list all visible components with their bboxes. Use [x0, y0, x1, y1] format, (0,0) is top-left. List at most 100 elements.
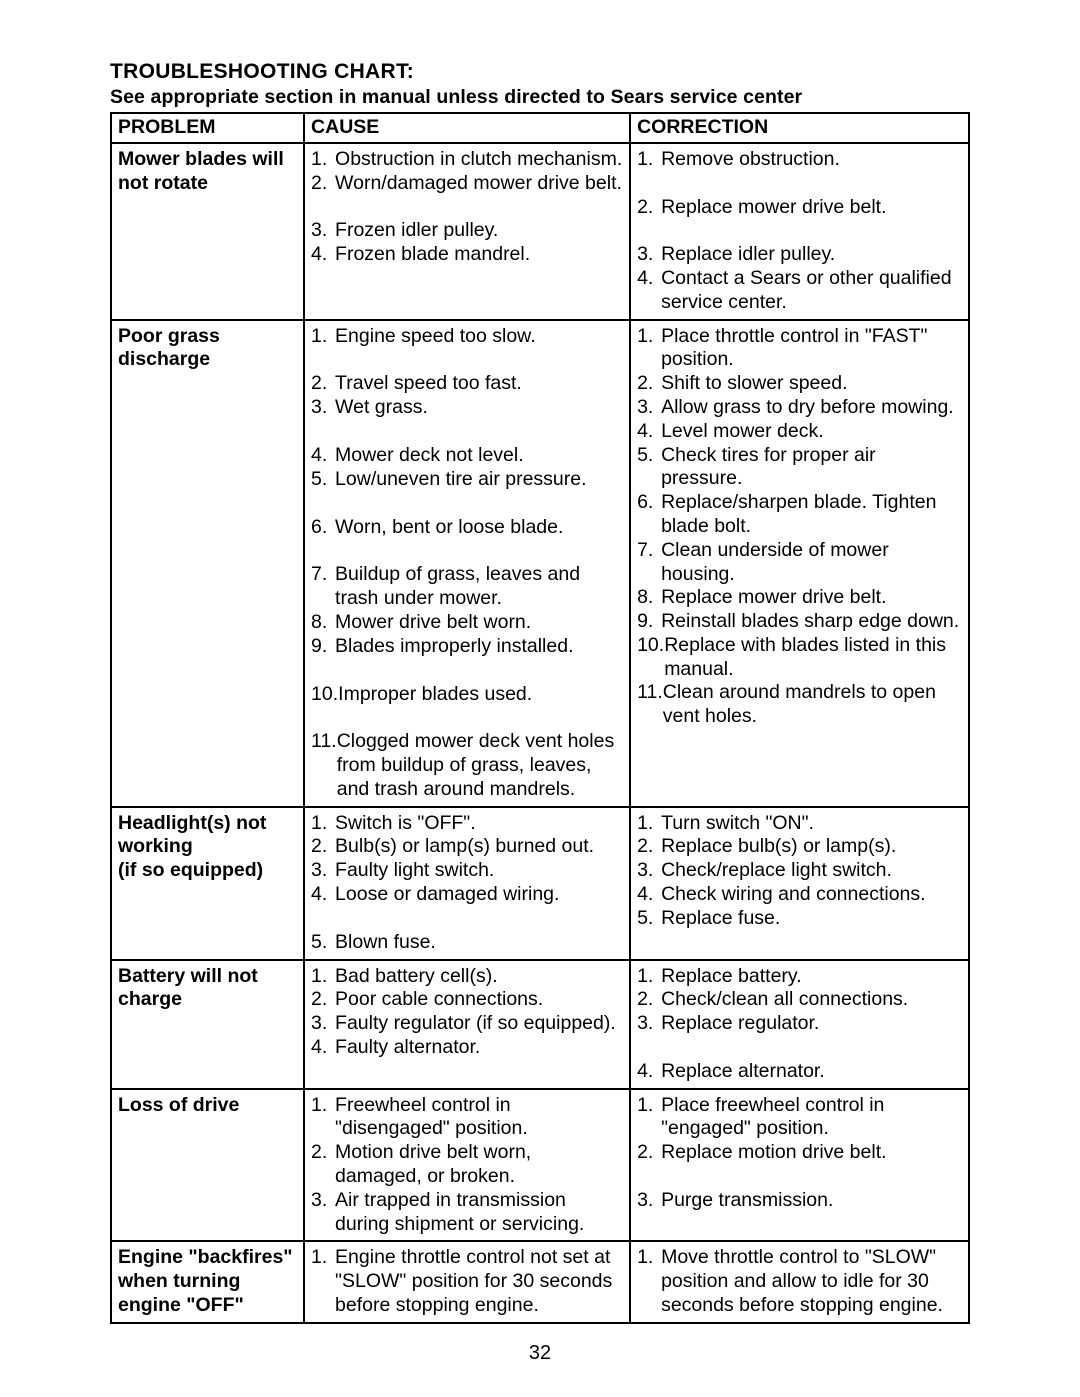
list-item-text: Replace mower drive belt. — [661, 586, 962, 610]
header-problem: PROBLEM — [111, 113, 304, 143]
cause-cell: 1.Switch is "OFF".2.Bulb(s) or lamp(s) b… — [304, 807, 630, 960]
list-item-text: Place freewheel control in "engaged" pos… — [661, 1094, 962, 1142]
list-spacer — [311, 195, 623, 219]
list-item-number: 10. — [311, 683, 338, 707]
problem-cell: Headlight(s) not working(if so equipped) — [111, 807, 304, 960]
list-spacer — [311, 420, 623, 444]
list-item-text: Bulb(s) or lamp(s) burned out. — [335, 835, 623, 859]
list-item-text: Replace battery. — [661, 965, 962, 989]
list-item-text: Obstruction in clutch mechanism. — [335, 148, 623, 172]
list-item: 3.Purge transmission. — [637, 1189, 962, 1213]
list-item-number: 2. — [311, 835, 335, 859]
list-item-text: Engine throttle control not set at "SLOW… — [335, 1246, 623, 1317]
list-item-text: Engine speed too slow. — [335, 325, 623, 349]
table-row: Loss of drive1.Freewheel control in "dis… — [111, 1089, 969, 1242]
list-item-number: 4. — [637, 267, 661, 291]
list-item-number: 3. — [637, 1189, 661, 1213]
list-item-number: 1. — [311, 325, 335, 349]
list-item: 3.Faulty light switch. — [311, 859, 623, 883]
list-item-number: 1. — [637, 148, 661, 172]
list-item-number: 10. — [637, 634, 664, 658]
list-item-text: Check/clean all connections. — [661, 988, 962, 1012]
cause-cell: 1.Engine speed too slow.2.Travel speed t… — [304, 320, 630, 807]
numbered-list: 1.Switch is "OFF".2.Bulb(s) or lamp(s) b… — [311, 812, 623, 955]
list-item: 1.Replace battery. — [637, 965, 962, 989]
list-item-number: 5. — [311, 468, 335, 492]
list-item: 11.Clogged mower deck vent holes from bu… — [311, 730, 623, 801]
list-item-text: Turn switch "ON". — [661, 812, 962, 836]
correction-cell: 1.Remove obstruction.2.Replace mower dri… — [630, 143, 969, 320]
list-item: 4.Check wiring and connections. — [637, 883, 962, 907]
list-item: 1.Bad battery cell(s). — [311, 965, 623, 989]
table-row: Battery will not charge1.Bad battery cel… — [111, 960, 969, 1089]
table-row: Headlight(s) not working(if so equipped)… — [111, 807, 969, 960]
list-item-number: 1. — [311, 1246, 335, 1270]
list-item-text: Clean underside of mower housing. — [661, 539, 962, 587]
correction-cell: 1.Turn switch "ON".2.Replace bulb(s) or … — [630, 807, 969, 960]
problem-cell: Mower blades will not rotate — [111, 143, 304, 320]
list-item-text: Shift to slower speed. — [661, 372, 962, 396]
list-item-text: Reinstall blades sharp edge down. — [661, 610, 962, 634]
page-title: TROUBLESHOOTING CHART: — [110, 60, 970, 84]
list-item-number: 6. — [637, 491, 661, 515]
list-item-number: 2. — [637, 196, 661, 220]
list-item-text: Worn, bent or loose blade. — [335, 516, 623, 540]
list-item-number: 3. — [311, 219, 335, 243]
list-item-text: Replace with blades listed in this manua… — [664, 634, 962, 682]
list-item-text: Replace/sharpen blade. Tighten blade bol… — [661, 491, 962, 539]
correction-cell: 1.Replace battery.2.Check/clean all conn… — [630, 960, 969, 1089]
list-item: 4.Mower deck not level. — [311, 444, 623, 468]
list-item-text: Air trapped in transmission during shipm… — [335, 1189, 623, 1237]
list-spacer — [311, 539, 623, 563]
list-item-text: Purge transmission. — [661, 1189, 962, 1213]
list-spacer — [637, 1165, 962, 1189]
numbered-list: 1.Turn switch "ON".2.Replace bulb(s) or … — [637, 812, 962, 931]
list-item-number: 3. — [311, 1189, 335, 1213]
table-header-row: PROBLEM CAUSE CORRECTION — [111, 113, 969, 143]
list-item-text: Poor cable connections. — [335, 988, 623, 1012]
correction-cell: 1.Move throttle control to "SLOW" positi… — [630, 1241, 969, 1322]
list-item-text: Wet grass. — [335, 396, 623, 420]
list-item-text: Blades improperly installed. — [335, 635, 623, 659]
list-item-number: 4. — [311, 1036, 335, 1060]
list-item: 1.Turn switch "ON". — [637, 812, 962, 836]
list-item-number: 3. — [311, 859, 335, 883]
header-cause: CAUSE — [304, 113, 630, 143]
list-item: 8.Replace mower drive belt. — [637, 586, 962, 610]
list-item-number: 1. — [311, 812, 335, 836]
list-item-number: 2. — [311, 1141, 335, 1165]
list-item-text: Travel speed too fast. — [335, 372, 623, 396]
list-spacer — [311, 659, 623, 683]
list-item-text: Replace bulb(s) or lamp(s). — [661, 835, 962, 859]
page-number: 32 — [110, 1342, 970, 1365]
list-item: 5.Check tires for proper air pressure. — [637, 444, 962, 492]
list-item-text: Mower deck not level. — [335, 444, 623, 468]
numbered-list: 1.Remove obstruction.2.Replace mower dri… — [637, 148, 962, 315]
list-item-number: 2. — [311, 372, 335, 396]
list-item-number: 1. — [637, 965, 661, 989]
list-item-number: 8. — [637, 586, 661, 610]
list-item-text: Check wiring and connections. — [661, 883, 962, 907]
list-item-text: Remove obstruction. — [661, 148, 962, 172]
list-item-number: 1. — [311, 148, 335, 172]
list-item-number: 4. — [637, 420, 661, 444]
table-row: Poor grass discharge1.Engine speed too s… — [111, 320, 969, 807]
list-item: 2.Bulb(s) or lamp(s) burned out. — [311, 835, 623, 859]
list-spacer — [311, 907, 623, 931]
list-item-text: Frozen idler pulley. — [335, 219, 623, 243]
problem-cell: Battery will not charge — [111, 960, 304, 1089]
list-item-text: Low/uneven tire air pressure. — [335, 468, 623, 492]
list-item-text: Faulty alternator. — [335, 1036, 623, 1060]
list-item: 3.Frozen idler pulley. — [311, 219, 623, 243]
list-item-text: Bad battery cell(s). — [335, 965, 623, 989]
cause-cell: 1.Obstruction in clutch mechanism.2.Worn… — [304, 143, 630, 320]
list-item: 2.Worn/damaged mower drive belt. — [311, 172, 623, 196]
list-item-text: Buildup of grass, leaves and trash under… — [335, 563, 623, 611]
list-item: 3.Air trapped in transmission during shi… — [311, 1189, 623, 1237]
list-item: 10.Replace with blades listed in this ma… — [637, 634, 962, 682]
list-item-text: Faulty regulator (if so equipped). — [335, 1012, 623, 1036]
list-item: 1.Place throttle control in "FAST" posit… — [637, 325, 962, 373]
list-spacer — [311, 706, 623, 730]
list-item: 2.Replace bulb(s) or lamp(s). — [637, 835, 962, 859]
cause-cell: 1.Freewheel control in "disengaged" posi… — [304, 1089, 630, 1242]
